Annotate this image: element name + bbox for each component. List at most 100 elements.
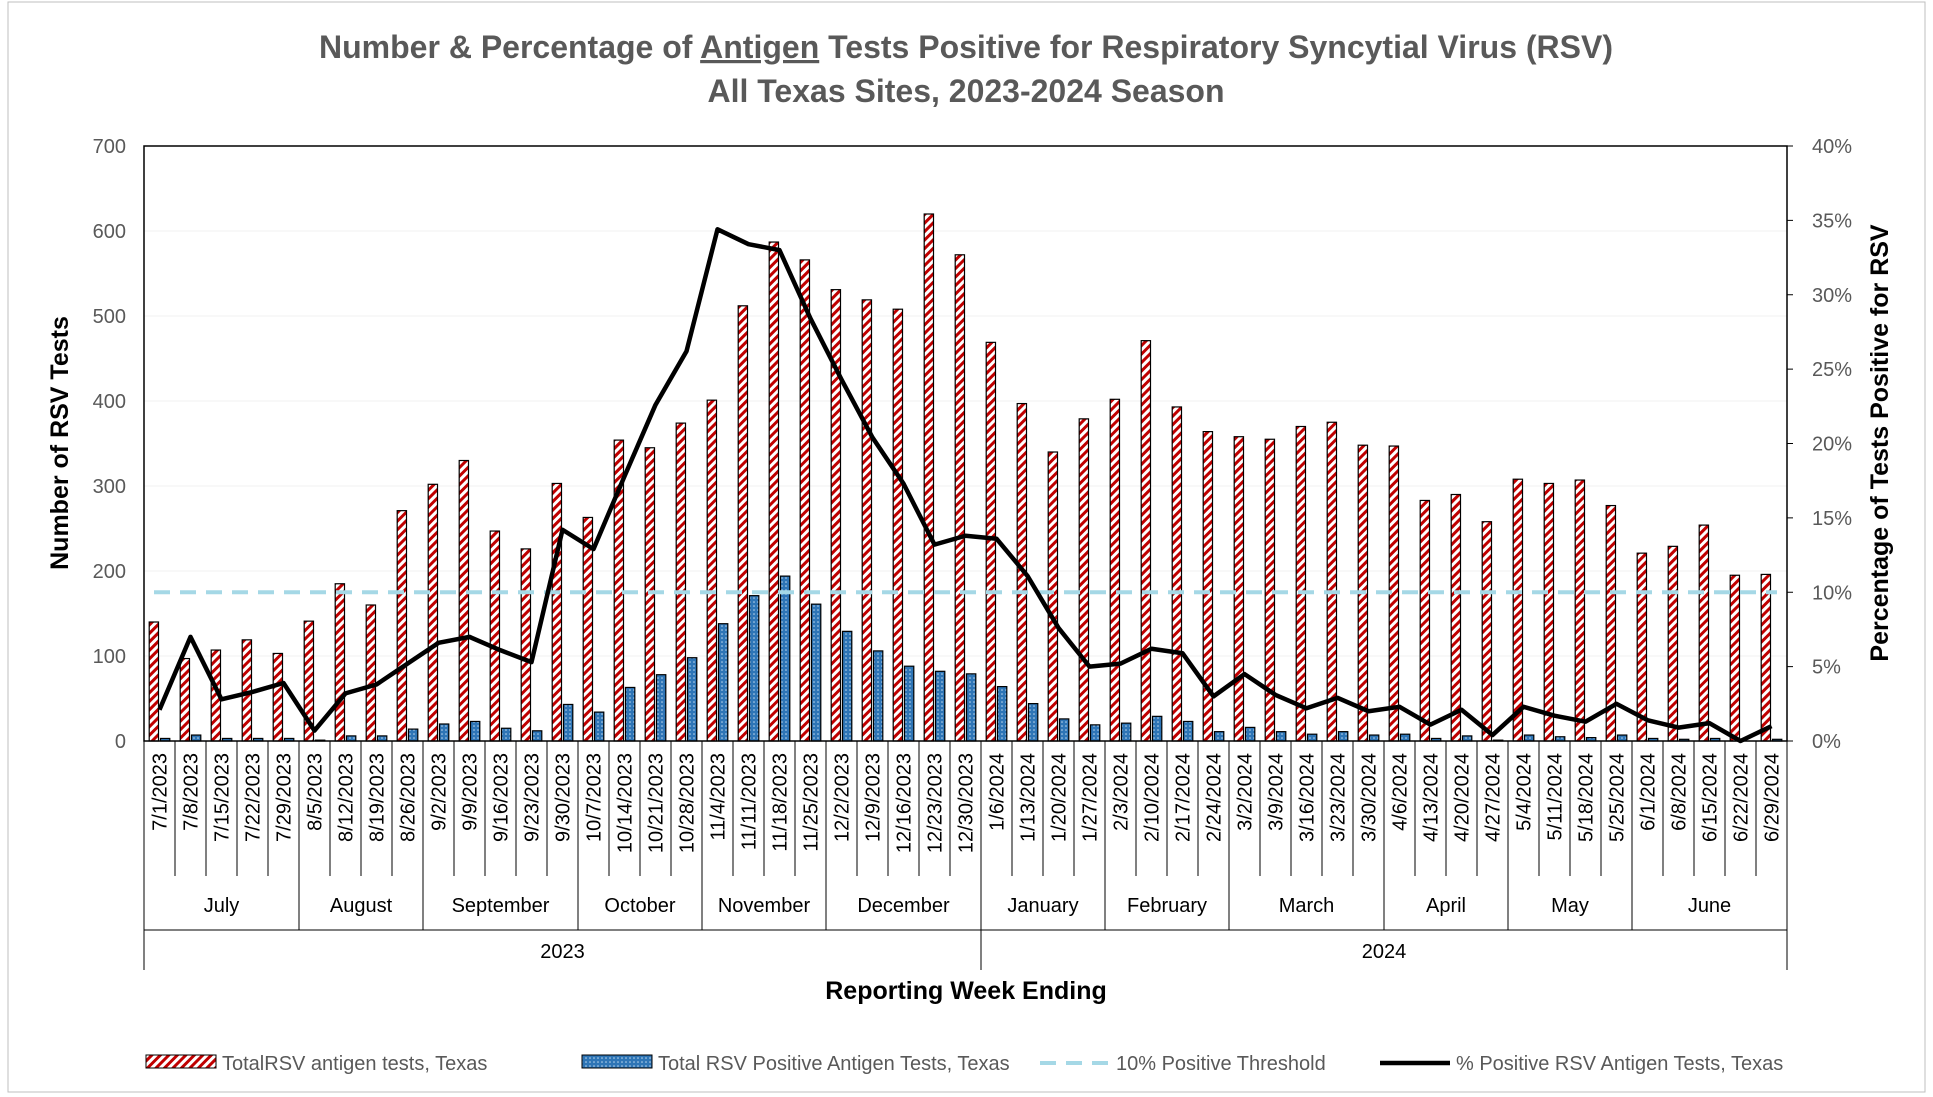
x-tick-label: 7/15/2023 bbox=[212, 753, 234, 842]
bar bbox=[1729, 574, 1741, 742]
bar bbox=[717, 623, 729, 742]
x-tick-label: 4/6/2024 bbox=[1390, 753, 1412, 831]
bar bbox=[1523, 734, 1535, 742]
x-tick-label: 3/2/2024 bbox=[1235, 753, 1257, 831]
x-tick-label: 9/23/2023 bbox=[522, 753, 544, 842]
bar bbox=[1337, 731, 1349, 742]
legend-label: TotalRSV antigen tests, Texas bbox=[222, 1053, 487, 1075]
bar bbox=[1326, 421, 1338, 742]
bar bbox=[768, 241, 780, 742]
y-tick-label: 400 bbox=[93, 391, 126, 413]
chart-subtitle: All Texas Sites, 2023-2024 Season bbox=[707, 73, 1224, 109]
bar bbox=[345, 735, 357, 742]
x-tick-label: 1/6/2024 bbox=[987, 753, 1009, 831]
x-tick-label: 10/21/2023 bbox=[646, 753, 668, 853]
y-tick-label: 200 bbox=[93, 561, 126, 583]
bar bbox=[1698, 524, 1710, 742]
x-tick-label: 12/16/2023 bbox=[894, 753, 916, 853]
bar bbox=[1450, 493, 1462, 742]
bar bbox=[562, 703, 574, 742]
bar bbox=[872, 650, 884, 742]
bar bbox=[1481, 521, 1493, 742]
x-tick-label: 9/16/2023 bbox=[491, 753, 513, 842]
month-label: July bbox=[204, 895, 240, 917]
y-tick-label: 100 bbox=[93, 646, 126, 668]
bar bbox=[376, 735, 388, 742]
bar bbox=[520, 548, 532, 742]
x-tick-label: 8/5/2023 bbox=[305, 753, 327, 831]
x-tick-label: 1/27/2024 bbox=[1080, 753, 1102, 842]
x-axis-title: Reporting Week Ending bbox=[825, 977, 1107, 1005]
bar bbox=[1295, 425, 1307, 742]
legend-label: Total RSV Positive Antigen Tests, Texas bbox=[658, 1053, 1010, 1075]
x-tick-label: 12/2/2023 bbox=[832, 753, 854, 842]
bar bbox=[489, 530, 501, 742]
bar bbox=[1058, 718, 1070, 742]
year-label: 2023 bbox=[540, 941, 585, 963]
bar bbox=[1574, 479, 1586, 742]
x-tick-label: 1/20/2024 bbox=[1049, 753, 1071, 842]
bar bbox=[1027, 702, 1039, 742]
bar bbox=[1171, 406, 1183, 742]
bar bbox=[531, 730, 543, 742]
x-tick-label: 7/1/2023 bbox=[150, 753, 172, 831]
x-tick-label: 10/7/2023 bbox=[584, 753, 606, 842]
x-tick-label: 11/11/2023 bbox=[739, 753, 761, 850]
bar bbox=[841, 630, 853, 742]
month-label: August bbox=[330, 895, 393, 917]
bar bbox=[624, 686, 636, 742]
bar bbox=[1233, 436, 1245, 742]
y-tick-label: 300 bbox=[93, 476, 126, 498]
bar bbox=[965, 673, 977, 742]
bar bbox=[985, 341, 997, 742]
month-label: January bbox=[1007, 895, 1078, 917]
bar bbox=[923, 213, 935, 742]
y2-tick-label: 10% bbox=[1812, 582, 1852, 604]
x-tick-label: 9/2/2023 bbox=[429, 753, 451, 831]
month-label: March bbox=[1279, 895, 1335, 917]
bar bbox=[779, 575, 791, 742]
bar bbox=[1213, 731, 1225, 742]
y2-tick-label: 30% bbox=[1812, 285, 1852, 307]
month-label: October bbox=[604, 895, 675, 917]
y-tick-label: 600 bbox=[93, 221, 126, 243]
x-tick-label: 8/19/2023 bbox=[367, 753, 389, 842]
x-tick-label: 2/24/2024 bbox=[1204, 753, 1226, 842]
x-tick-label: 3/9/2024 bbox=[1266, 753, 1288, 831]
x-tick-label: 12/9/2023 bbox=[863, 753, 885, 842]
y-tick-label: 500 bbox=[93, 306, 126, 328]
x-tick-label: 5/18/2024 bbox=[1576, 753, 1598, 842]
y2-tick-label: 0% bbox=[1812, 731, 1841, 753]
year-label: 2024 bbox=[1362, 941, 1407, 963]
bar bbox=[1616, 734, 1628, 742]
bar bbox=[190, 734, 202, 742]
x-tick-label: 7/29/2023 bbox=[274, 753, 296, 842]
legend-swatch bbox=[581, 1054, 653, 1069]
bar bbox=[396, 510, 408, 742]
x-tick-label: 5/25/2024 bbox=[1607, 753, 1629, 842]
bar bbox=[1151, 715, 1163, 742]
bar bbox=[469, 720, 481, 742]
month-label: May bbox=[1551, 895, 1589, 917]
bar bbox=[1078, 418, 1090, 742]
x-tick-label: 11/25/2023 bbox=[801, 753, 823, 852]
bar bbox=[458, 459, 470, 742]
bar bbox=[1109, 398, 1121, 742]
bar bbox=[903, 665, 915, 742]
bar bbox=[675, 422, 687, 742]
bar bbox=[954, 254, 966, 742]
x-tick-label: 6/8/2024 bbox=[1669, 753, 1691, 831]
bar bbox=[686, 657, 698, 742]
bar bbox=[1140, 340, 1152, 742]
bar bbox=[748, 595, 760, 742]
y-tick-label: 0 bbox=[115, 731, 126, 753]
y2-tick-label: 25% bbox=[1812, 359, 1852, 381]
x-tick-label: 10/14/2023 bbox=[615, 753, 637, 853]
bar bbox=[1543, 482, 1555, 742]
month-label: December bbox=[857, 895, 950, 917]
bar bbox=[1419, 499, 1431, 742]
bar bbox=[1089, 724, 1101, 742]
x-tick-label: 8/12/2023 bbox=[336, 753, 358, 842]
y2-tick-label: 20% bbox=[1812, 434, 1852, 456]
